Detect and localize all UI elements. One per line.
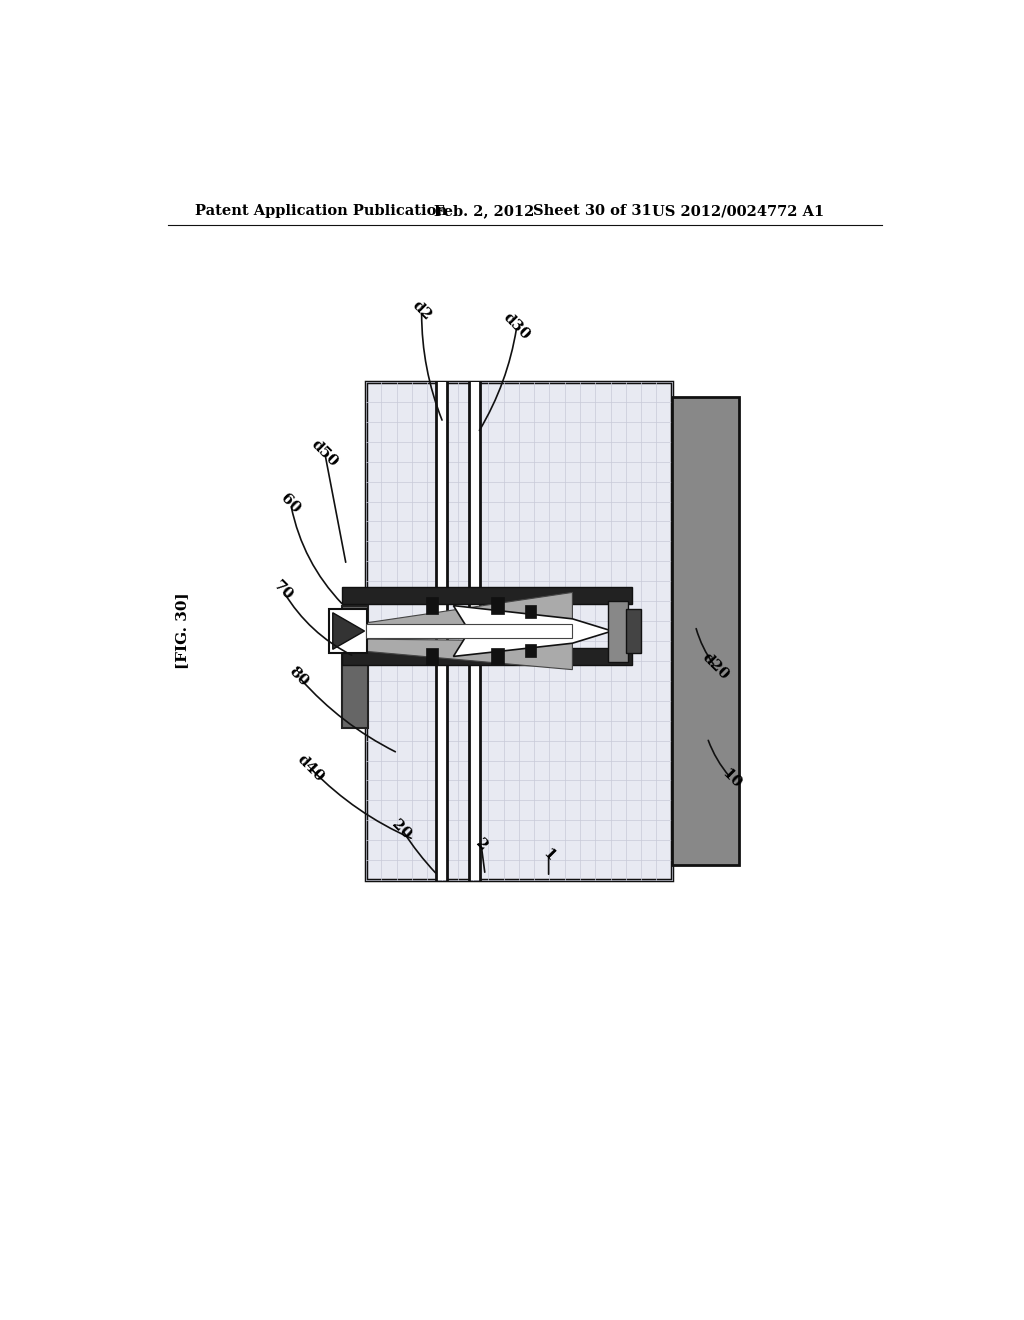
Bar xyxy=(524,605,536,618)
Bar xyxy=(367,381,672,880)
Bar xyxy=(436,381,447,880)
Text: [FIG. 30]: [FIG. 30] xyxy=(175,593,189,669)
Polygon shape xyxy=(367,639,572,669)
Bar xyxy=(608,601,628,661)
Polygon shape xyxy=(333,612,365,649)
Text: d20: d20 xyxy=(699,651,731,682)
Bar xyxy=(627,609,641,653)
Text: 2: 2 xyxy=(472,836,489,853)
Text: 80: 80 xyxy=(286,664,311,689)
Bar xyxy=(342,606,368,727)
Text: US 2012/0024772 A1: US 2012/0024772 A1 xyxy=(652,205,824,218)
Text: d50: d50 xyxy=(308,437,341,470)
Polygon shape xyxy=(454,606,612,656)
Bar xyxy=(492,598,504,614)
Text: 1: 1 xyxy=(540,846,557,863)
Text: d30: d30 xyxy=(501,310,534,342)
Text: 20: 20 xyxy=(389,817,415,842)
Bar xyxy=(469,381,480,880)
Bar xyxy=(672,397,739,865)
Text: d2: d2 xyxy=(410,298,434,323)
Polygon shape xyxy=(367,593,572,634)
Bar xyxy=(426,598,438,614)
Bar xyxy=(342,587,632,603)
Text: 60: 60 xyxy=(279,491,303,516)
Bar xyxy=(426,648,438,664)
Text: Sheet 30 of 31: Sheet 30 of 31 xyxy=(532,205,651,218)
Bar xyxy=(329,609,367,653)
Bar xyxy=(342,648,632,664)
Bar xyxy=(524,644,536,657)
Text: 70: 70 xyxy=(270,578,295,603)
Text: 10: 10 xyxy=(719,766,743,791)
Text: Patent Application Publication: Patent Application Publication xyxy=(196,205,447,218)
Bar xyxy=(367,624,572,638)
Text: Feb. 2, 2012: Feb. 2, 2012 xyxy=(433,205,534,218)
Text: d40: d40 xyxy=(294,752,327,784)
Bar xyxy=(492,648,504,664)
